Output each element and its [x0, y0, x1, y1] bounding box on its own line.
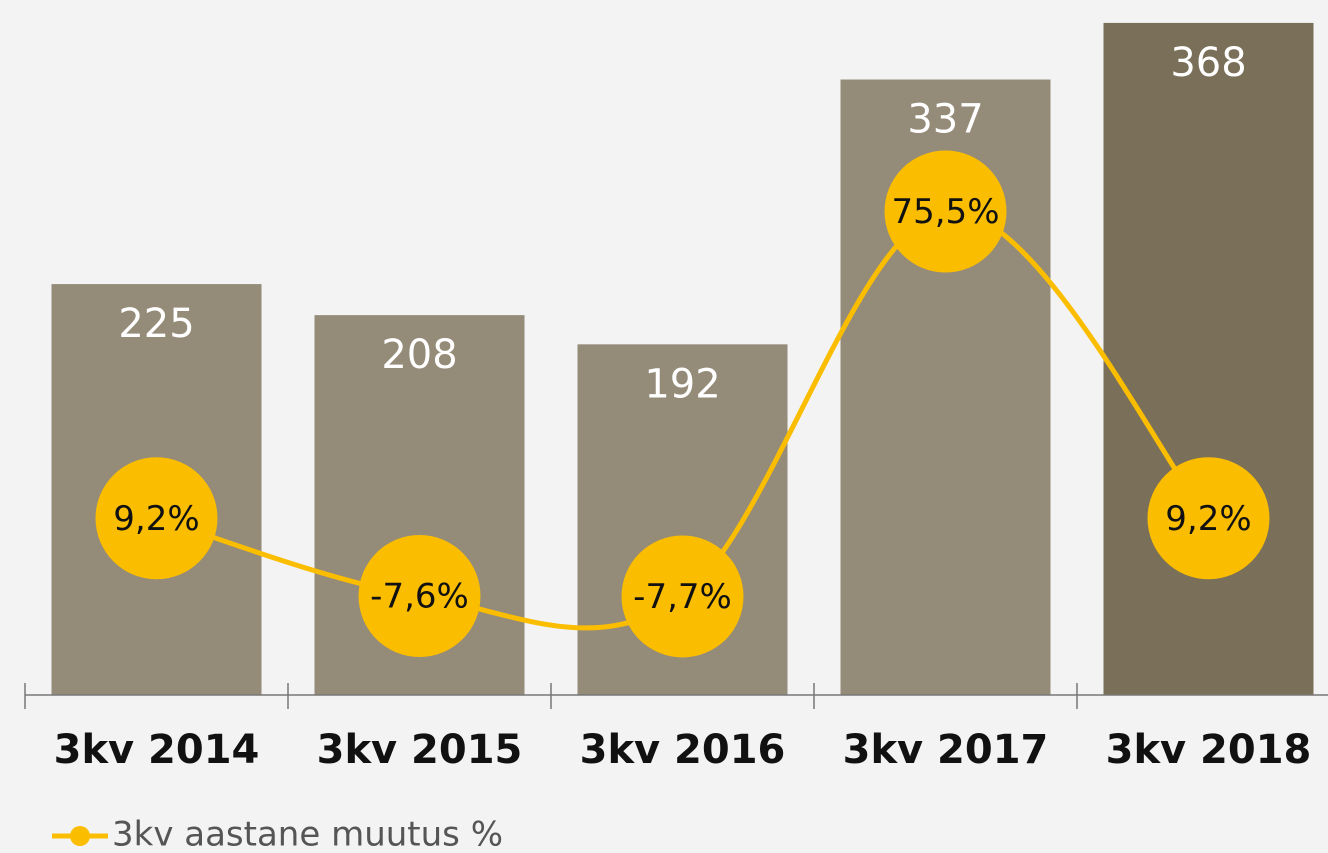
- legend-marker: [70, 826, 90, 846]
- line-marker: [621, 535, 744, 658]
- line-marker: [1147, 457, 1270, 580]
- line-value-label: 75,5%: [891, 192, 999, 232]
- line-marker: [95, 457, 218, 580]
- bar-value-label: 337: [907, 97, 983, 143]
- line-value-label: -7,7%: [633, 577, 732, 617]
- x-tick-label: 3kv 2014: [54, 727, 260, 773]
- bar-value-label: 368: [1170, 40, 1246, 86]
- legend-label: 3kv aastane muutus %: [112, 815, 503, 853]
- line-value-label: 9,2%: [1165, 499, 1251, 539]
- bar-value-label: 225: [118, 301, 194, 347]
- line-value-label: -7,6%: [370, 576, 469, 616]
- bar-value-label: 208: [381, 332, 457, 378]
- line-marker: [358, 534, 481, 657]
- x-tick-label: 3kv 2015: [317, 727, 523, 773]
- line-value-label: 9,2%: [113, 499, 199, 539]
- bar-value-label: 192: [644, 361, 720, 407]
- line-marker: [884, 150, 1007, 273]
- x-tick-label: 3kv 2018: [1106, 727, 1312, 773]
- x-tick-label: 3kv 2016: [580, 727, 786, 773]
- x-tick-label: 3kv 2017: [843, 727, 1049, 773]
- bar: [1103, 22, 1314, 696]
